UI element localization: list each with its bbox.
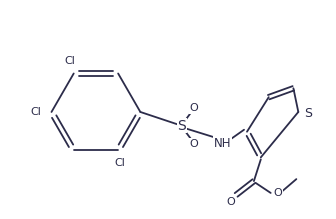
Text: O: O [227,197,236,207]
Text: O: O [273,188,282,198]
Text: Cl: Cl [64,56,75,66]
Text: O: O [189,139,198,148]
Text: Cl: Cl [115,158,126,168]
Text: S: S [177,119,186,133]
Text: S: S [304,108,312,120]
Text: O: O [189,103,198,113]
Text: NH: NH [214,137,231,150]
Text: Cl: Cl [30,107,41,117]
